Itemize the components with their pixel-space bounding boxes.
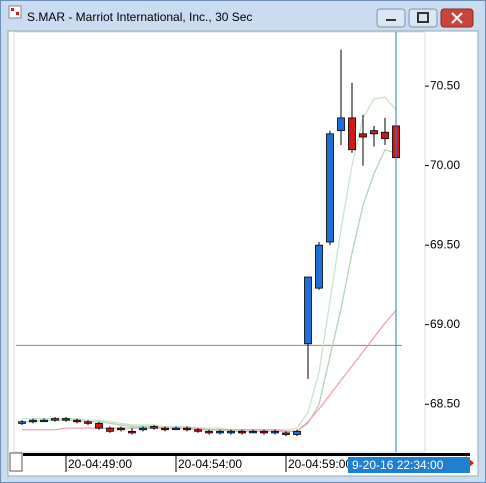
- candle-body: [326, 133, 334, 243]
- candle-body: [282, 432, 290, 435]
- chart-panel: [7, 30, 479, 477]
- candle-body: [293, 430, 301, 435]
- candle-body: [161, 427, 169, 431]
- y-tick-label: 70.00: [430, 158, 460, 172]
- candle-body: [29, 419, 37, 423]
- window-title: S.MAR - Marriot International, Inc., 30 …: [27, 10, 252, 24]
- x-tick-label: 20-04:59:00: [288, 457, 352, 471]
- scroll-box[interactable]: [9, 452, 23, 472]
- minimize-button[interactable]: [376, 8, 406, 28]
- candle-body: [150, 426, 158, 429]
- indicator-line: [22, 96, 397, 431]
- candle-body: [370, 130, 378, 135]
- candle-body: [238, 430, 246, 434]
- plot-frame: [13, 31, 426, 453]
- maximize-button[interactable]: [408, 8, 438, 28]
- candle-body: [348, 117, 356, 151]
- candle-body: [73, 419, 81, 423]
- candle-body: [205, 430, 213, 434]
- icon-dot: [11, 8, 14, 11]
- icon-dot: [16, 12, 19, 15]
- candle-body: [106, 427, 114, 432]
- candle-body: [227, 430, 235, 434]
- candle-body: [249, 430, 257, 434]
- candle-body: [194, 429, 202, 432]
- candle-body: [304, 276, 312, 345]
- candle-body: [128, 430, 136, 434]
- candle-body: [172, 427, 180, 431]
- y-tick-label: 69.50: [430, 237, 460, 251]
- cursor-label-box: [348, 457, 470, 473]
- candle-body: [40, 419, 48, 423]
- candle-body: [315, 244, 323, 289]
- candle-body: [95, 422, 103, 429]
- candle-body: [381, 131, 389, 139]
- candle-body: [62, 418, 70, 421]
- y-tick-label: 70.50: [430, 78, 460, 92]
- candle-body: [216, 430, 224, 434]
- candle-body: [139, 427, 147, 431]
- candle-body: [183, 427, 191, 431]
- candle-body: [271, 430, 279, 434]
- candle-body: [51, 418, 59, 421]
- candle-body: [84, 421, 92, 424]
- x-tick-label: 20-04:54:00: [178, 457, 242, 471]
- app-icon: [8, 5, 22, 19]
- maximize-icon: [417, 12, 429, 23]
- y-tick-label: 68.50: [430, 396, 460, 410]
- y-tick-label: 69.00: [430, 317, 460, 331]
- x-tick-label: 20-04:49:00: [68, 457, 132, 471]
- cursor-label: 9-20-16 22:34:00: [352, 458, 444, 472]
- x-axis-bar: [23, 453, 470, 456]
- candle-body: [337, 117, 345, 132]
- candle-body: [359, 133, 367, 138]
- candle-body: [117, 427, 125, 431]
- candle-body: [260, 430, 268, 434]
- candle-body: [18, 421, 26, 424]
- close-icon: [451, 12, 463, 24]
